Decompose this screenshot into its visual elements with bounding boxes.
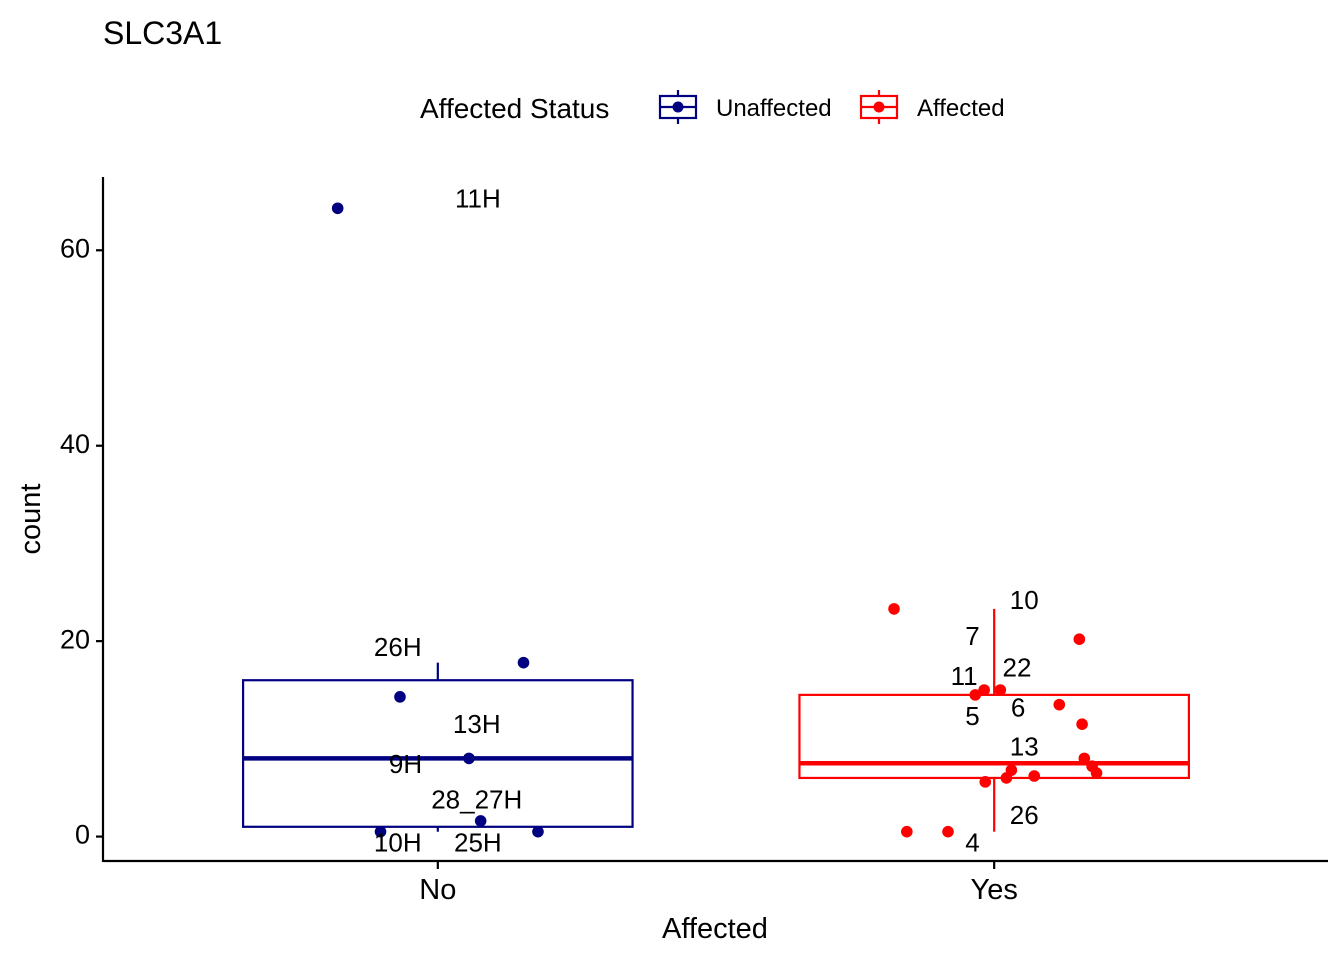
data-point	[979, 776, 992, 788]
data-point	[1073, 633, 1086, 645]
point-label: 10	[1010, 585, 1039, 615]
chart-title: SLC3A1	[103, 15, 222, 51]
legend-label-unaffected: Unaffected	[716, 95, 832, 122]
point-label: 10H	[374, 827, 422, 857]
y-tick-label: 60	[60, 233, 90, 263]
point-label: 28_27H	[431, 784, 522, 814]
data-point	[978, 684, 990, 696]
point-label: 11	[951, 661, 978, 691]
data-point	[1028, 770, 1041, 782]
box-no	[241, 679, 634, 828]
point-label: 6	[1011, 692, 1025, 722]
data-point	[1000, 772, 1013, 784]
data-point	[942, 825, 954, 838]
data-point	[1090, 767, 1103, 779]
data-point	[1078, 752, 1091, 765]
point-label: 13	[1010, 732, 1039, 762]
data-point	[994, 684, 1007, 696]
data-point	[969, 689, 982, 701]
data-point	[1053, 698, 1066, 711]
data-point	[374, 825, 387, 838]
x-tick-label: Yes	[971, 874, 1018, 906]
data-point	[901, 825, 913, 838]
data-point	[517, 656, 530, 669]
data-point	[532, 825, 544, 838]
y-axis-title: count	[15, 484, 47, 555]
point-label: 11H	[455, 183, 501, 213]
point-label: 26H	[374, 632, 422, 662]
x-axis-title: Affected	[662, 913, 768, 945]
x-tick-label: No	[419, 874, 456, 906]
plot-area: 11H 26H 13H 9H 28_27H 10H 25H 10 7 22 11 6 5 13 26 4	[241, 183, 1191, 857]
point-label: 9H	[389, 749, 422, 779]
y-tick-label: 40	[60, 429, 90, 459]
axis-ticks: 0 20 40 60 No Yes	[60, 233, 1018, 906]
point-label: 13H	[453, 709, 501, 739]
data-point	[394, 691, 406, 703]
y-tick-label: 0	[75, 820, 90, 850]
legend-key-affected	[859, 90, 899, 124]
data-point	[1076, 718, 1088, 730]
data-point	[474, 815, 487, 827]
legend-title: Affected Status	[420, 93, 609, 124]
legend: Affected Status Unaffected Affected	[420, 90, 1005, 124]
legend-label-affected: Affected	[917, 95, 1005, 122]
legend-key-unaffected	[658, 90, 698, 124]
y-tick-label: 20	[60, 624, 90, 654]
box-yes	[798, 693, 1191, 780]
data-point	[888, 603, 900, 615]
point-label: 22	[1003, 652, 1032, 682]
data-point	[463, 752, 475, 765]
point-label: 26	[1010, 800, 1039, 830]
point-label: 5	[965, 701, 979, 731]
point-label: 25H	[454, 827, 502, 857]
data-point	[331, 202, 344, 215]
point-label: 7	[965, 621, 979, 651]
point-label: 4	[965, 827, 979, 857]
